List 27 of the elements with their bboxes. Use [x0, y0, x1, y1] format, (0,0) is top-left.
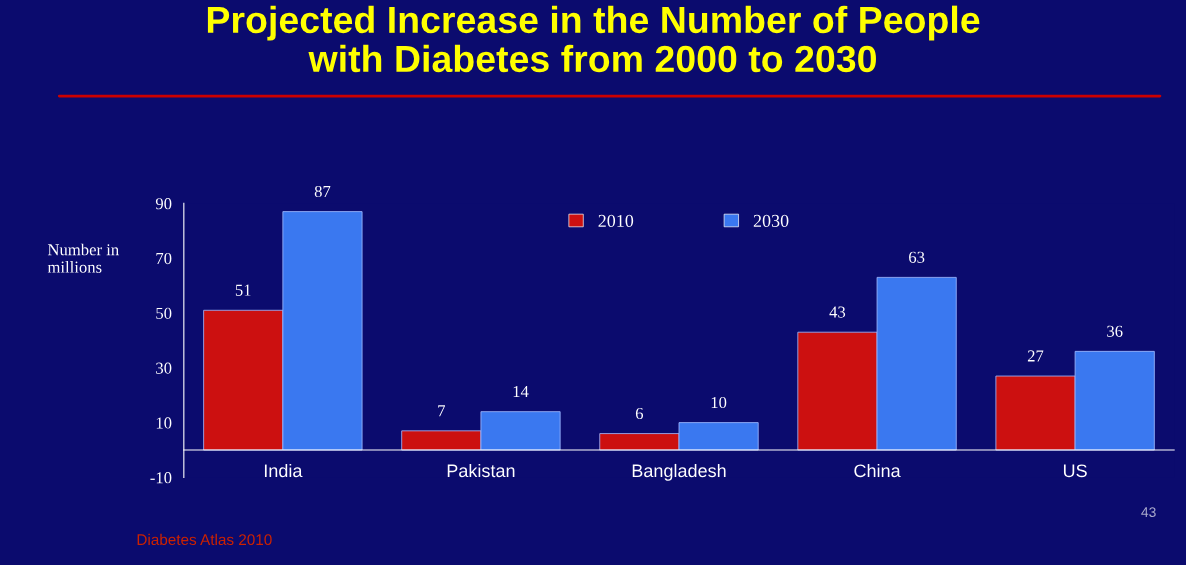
data-label: 87: [314, 185, 331, 198]
x-tick-label: Bangladesh: [632, 463, 726, 481]
y-axis-title: Number in millions: [47, 243, 119, 273]
x-tick-label: US: [1063, 464, 1087, 478]
x-tick-label: Pakistan: [447, 463, 515, 478]
x-tick-label: India: [264, 463, 303, 478]
y-tick-label: 50: [156, 307, 172, 319]
data-label: 63: [909, 251, 925, 263]
x-tick-label: China: [854, 463, 901, 478]
chart-title: Projected Increase in the Number of People with Diabetes from 2000 to 2030: [207, 5, 980, 73]
data-label: 43: [829, 306, 846, 318]
data-label: 51: [235, 284, 251, 296]
data-label: 36: [1107, 325, 1123, 337]
y-tick-label: 90: [155, 198, 172, 210]
text: Diabetes Atlas 2010: [137, 533, 272, 546]
y-tick-label: 70: [156, 252, 172, 265]
legend-label: 2030: [753, 214, 789, 227]
data-label: 27: [1027, 350, 1044, 362]
y-tick-label: 10: [156, 417, 172, 429]
data-label: 7: [438, 405, 445, 417]
legend-label: 2010: [598, 214, 634, 227]
data-label: 6: [635, 407, 644, 420]
text: 43: [1141, 507, 1156, 518]
data-label: 14: [513, 386, 529, 397]
data-label: 10: [711, 396, 727, 409]
y-tick-label: -10: [150, 472, 172, 484]
y-tick-label: 30: [156, 362, 172, 374]
